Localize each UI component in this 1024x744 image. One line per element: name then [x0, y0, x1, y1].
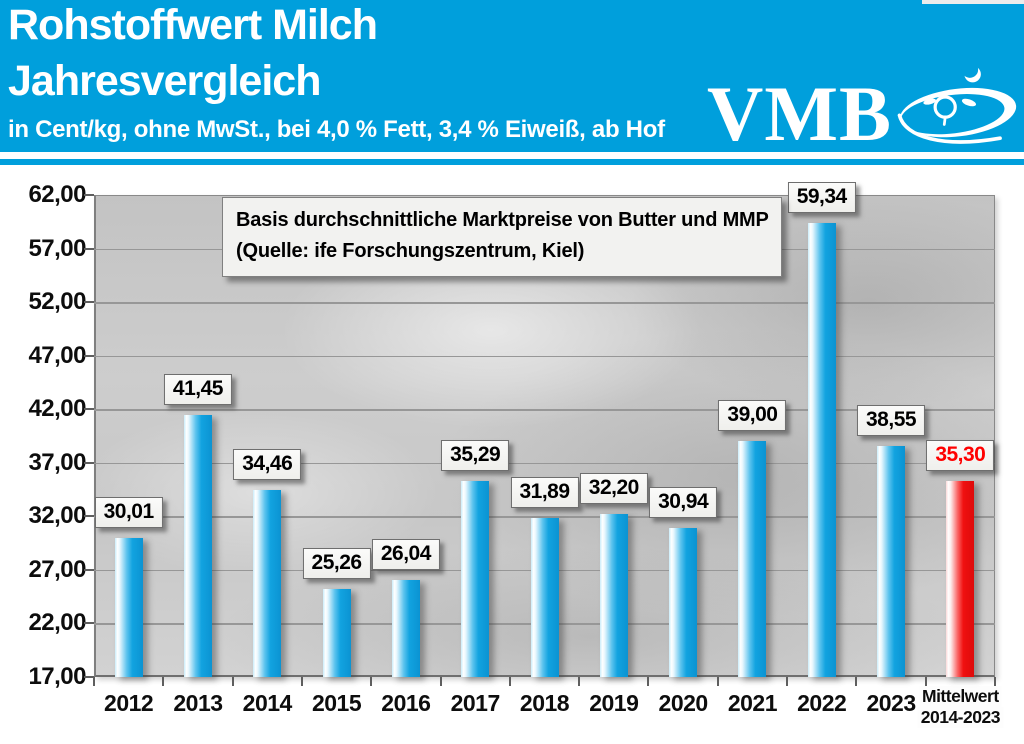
y-axis-tick — [84, 622, 94, 625]
x-axis-category-label: 2017 — [450, 690, 501, 716]
value-label: 34,46 — [233, 448, 302, 480]
x-axis-tick — [716, 677, 719, 686]
header: Rohstoffwert Milch Jahresvergleich in Ce… — [0, 0, 1024, 157]
value-label: 25,26 — [302, 547, 371, 579]
bar-2020 — [669, 527, 698, 677]
x-axis-category-label: 2020 — [658, 690, 709, 716]
x-axis-tick — [93, 677, 95, 686]
x-axis-category-label: 2016 — [381, 690, 431, 716]
category-label-line: Mittelwert — [918, 686, 1002, 707]
y-axis-tick — [84, 301, 94, 304]
value-label: 59,34 — [787, 182, 856, 214]
x-axis-category-label: 2013 — [173, 690, 223, 716]
bar-2014 — [253, 489, 282, 677]
x-axis-tick — [300, 677, 303, 686]
annotation-line2: (Quelle: ife Forschungszentrum, Kiel) — [236, 240, 585, 262]
y-axis-tick — [84, 247, 94, 250]
x-axis-category-label: 2014 — [242, 690, 293, 716]
x-axis-tick — [994, 677, 996, 686]
x-axis-tick — [578, 677, 581, 686]
value-label: 35,29 — [441, 440, 510, 472]
value-label: 35,30 — [926, 439, 995, 471]
gridline — [94, 516, 995, 518]
y-axis-label: 52,00 — [28, 288, 86, 316]
y-axis-label: 32,00 — [28, 502, 86, 530]
page-subtitle: in Cent/kg, ohne MwSt., bei 4,0 % Fett, … — [8, 116, 665, 143]
y-axis-label: 62,00 — [28, 181, 86, 208]
y-axis-label: 42,00 — [28, 395, 86, 423]
x-axis-category-label: Mittelwert 2014-2023 — [917, 686, 1003, 728]
x-axis-category-label: 2018 — [519, 690, 570, 716]
x-axis-category-label: 2021 — [727, 690, 778, 716]
x-axis-category-label: 2015 — [311, 690, 362, 716]
y-axis-tick — [84, 194, 94, 196]
bar-2017 — [461, 481, 490, 677]
vmb-logo: VMB — [707, 62, 1022, 157]
y-axis-label: 57,00 — [28, 234, 86, 262]
y-axis-label: 22,00 — [28, 609, 86, 637]
x-axis-tick — [508, 677, 511, 686]
y-axis-label: 17,00 — [28, 663, 86, 690]
x-axis-tick — [924, 677, 927, 686]
x-axis-category-label: 2022 — [797, 690, 847, 716]
bar-2018 — [530, 517, 559, 677]
y-axis-tick — [84, 515, 94, 518]
bar-2012 — [114, 537, 143, 677]
y-axis-label: 27,00 — [28, 555, 86, 583]
vmb-logo-text: VMB — [707, 70, 892, 157]
x-axis-category-label: 2012 — [104, 690, 154, 716]
y-axis-tick — [84, 676, 94, 678]
page-title-line2: Jahresvergleich — [8, 57, 321, 105]
x-axis-tick — [231, 677, 234, 686]
value-label: 32,20 — [579, 473, 648, 505]
x-axis-tick — [162, 677, 165, 686]
value-label: 38,55 — [857, 405, 926, 437]
gridline — [94, 355, 995, 358]
bar-2016 — [391, 580, 420, 677]
value-label: 41,45 — [163, 374, 232, 406]
bar-2023 — [877, 446, 906, 677]
x-axis-tick — [370, 677, 373, 686]
header-divider — [0, 159, 1024, 165]
y-axis-label: 47,00 — [28, 341, 86, 369]
annotation-line1: Basis durchschnittliche Marktpreise von … — [236, 209, 769, 231]
y-axis-tick — [84, 568, 94, 571]
corner-notch — [922, 0, 1024, 4]
y-axis-tick — [84, 461, 94, 464]
x-axis-tick — [786, 677, 789, 686]
gridline — [94, 462, 995, 465]
page-title-line1: Rohstoffwert Milch — [8, 1, 378, 49]
gridline — [94, 302, 995, 304]
milk-splash-swirl-icon — [897, 62, 1017, 144]
gridline — [94, 409, 995, 411]
x-axis-tick — [439, 677, 442, 686]
value-label: 39,00 — [718, 400, 787, 432]
value-label: 30,01 — [94, 496, 163, 528]
value-label: 30,94 — [649, 486, 718, 518]
x-axis-tick — [855, 677, 858, 686]
value-label: 31,89 — [510, 476, 579, 508]
category-label-line: 2014-2023 — [917, 707, 1003, 728]
x-axis-category-label: 2023 — [866, 690, 916, 716]
y-axis-label: 37,00 — [28, 448, 86, 476]
y-axis-tick — [84, 354, 94, 357]
x-axis-category-label: 2019 — [589, 690, 639, 716]
y-axis-tick — [84, 408, 94, 411]
value-label: 26,04 — [371, 539, 440, 571]
bar-2013 — [183, 415, 212, 677]
source-annotation-box: Basis durchschnittliche Marktpreise von … — [222, 197, 782, 277]
x-axis-tick — [647, 677, 650, 686]
bar-2019 — [599, 514, 628, 677]
bar-2022 — [807, 223, 836, 677]
bar-mittelwert — [946, 480, 975, 677]
bar-2021 — [738, 441, 767, 677]
bar-2015 — [322, 588, 351, 677]
